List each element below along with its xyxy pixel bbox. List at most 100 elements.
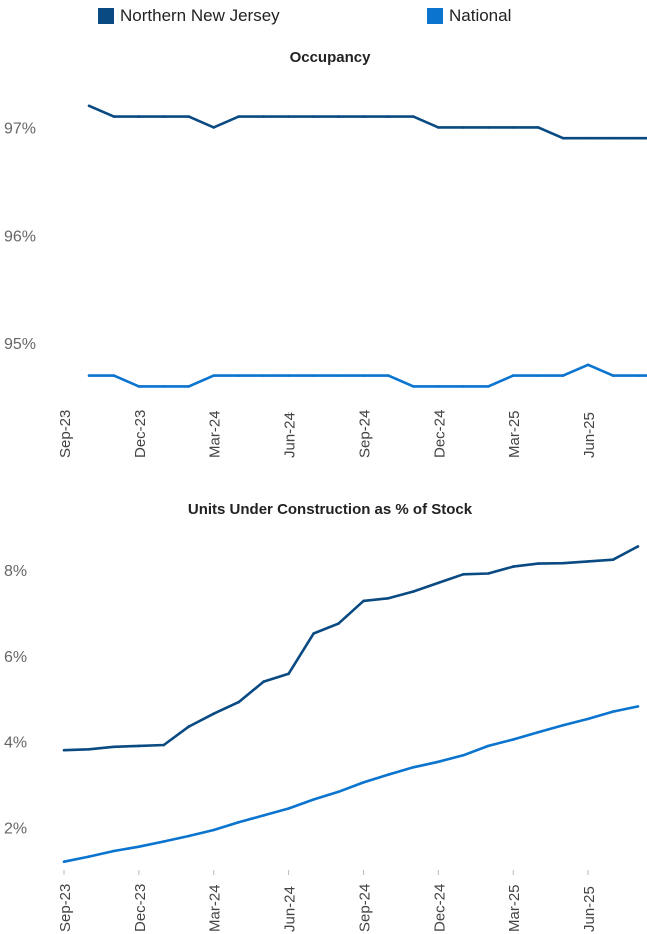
data-point-northern-new-jersey	[212, 126, 215, 129]
x-tick-label: Mar-24	[207, 410, 224, 458]
data-point-northern-new-jersey	[87, 748, 91, 751]
x-tick-label: Dec-23	[132, 410, 149, 458]
data-point-northern-new-jersey	[462, 126, 465, 129]
data-point-northern-new-jersey	[636, 136, 640, 140]
series-line-northern-new-jersey	[63, 545, 639, 752]
x-tick-label: Dec-23	[132, 884, 149, 932]
data-point-northern-new-jersey	[536, 126, 540, 129]
series-line-national	[63, 705, 639, 863]
data-point-northern-new-jersey	[511, 126, 515, 129]
data-point-national	[162, 385, 166, 388]
x-tick-label: Sep-24	[356, 410, 373, 458]
y-tick-label: 95%	[4, 336, 36, 353]
x-tick-label: Dec-24	[431, 410, 448, 458]
data-point-national	[437, 385, 440, 388]
data-point-national	[387, 773, 390, 776]
data-point-national	[262, 814, 266, 817]
data-point-northern-new-jersey	[387, 115, 390, 118]
data-point-northern-new-jersey	[511, 565, 515, 568]
data-point-northern-new-jersey	[112, 745, 116, 749]
y-tick-label: 6%	[4, 649, 27, 666]
data-point-northern-new-jersey	[487, 572, 490, 575]
data-point-national	[561, 374, 565, 377]
data-point-northern-new-jersey	[312, 115, 315, 118]
data-point-northern-new-jersey	[187, 725, 191, 728]
y-tick-label: 97%	[4, 120, 36, 137]
data-point-northern-new-jersey	[611, 558, 615, 561]
chart-legend: Northern New Jersey National	[0, 0, 647, 34]
data-point-national	[487, 744, 490, 748]
data-point-northern-new-jersey	[561, 561, 565, 565]
data-point-northern-new-jersey	[162, 115, 166, 118]
data-point-northern-new-jersey	[462, 573, 465, 576]
x-tick-label: Sep-23	[57, 884, 74, 932]
data-point-national	[412, 766, 415, 769]
data-point-northern-new-jersey	[437, 126, 440, 129]
x-tick-label: Jun-24	[282, 886, 299, 932]
x-tick-label: Mar-25	[506, 884, 523, 932]
data-point-national	[561, 724, 565, 727]
data-point-northern-new-jersey	[362, 115, 365, 118]
data-point-northern-new-jersey	[586, 136, 590, 140]
data-point-northern-new-jersey	[137, 744, 141, 748]
data-point-national	[437, 760, 440, 764]
series-line-national	[89, 363, 647, 388]
data-point-northern-new-jersey	[312, 632, 315, 635]
series-line-northern-new-jersey	[88, 104, 647, 140]
data-point-northern-new-jersey	[636, 545, 640, 548]
data-point-national	[212, 374, 215, 377]
chart-title: Occupancy	[290, 49, 372, 66]
data-point-national	[362, 781, 365, 784]
data-point-national	[237, 820, 240, 824]
x-tick-label: Sep-24	[356, 884, 373, 932]
y-tick-label: 2%	[4, 820, 27, 837]
data-point-national	[611, 710, 615, 713]
data-point-national	[137, 385, 141, 388]
data-point-national	[511, 738, 515, 741]
data-point-national	[262, 374, 266, 377]
data-point-national	[87, 374, 91, 377]
legend-label: Northern New Jersey	[120, 6, 280, 25]
x-tick-label: Jun-24	[282, 412, 299, 458]
data-point-national	[511, 374, 515, 377]
data-point-northern-new-jersey	[287, 672, 290, 676]
data-point-national	[187, 385, 191, 388]
data-point-northern-new-jersey	[62, 748, 66, 752]
legend-label: National	[449, 6, 512, 25]
data-point-northern-new-jersey	[187, 115, 191, 118]
data-point-national	[487, 385, 490, 388]
data-point-northern-new-jersey	[262, 115, 266, 118]
legend-swatch-northern-new-jersey	[98, 8, 114, 24]
data-point-national	[586, 363, 590, 367]
x-tick-label: Mar-25	[506, 410, 523, 458]
data-point-national	[287, 807, 290, 810]
x-tick-label: Mar-24	[207, 884, 224, 932]
data-point-northern-new-jersey	[561, 136, 565, 140]
data-point-national	[312, 374, 315, 377]
data-point-national	[287, 374, 290, 377]
data-point-northern-new-jersey	[387, 597, 390, 600]
data-point-northern-new-jersey	[412, 115, 415, 118]
data-point-national	[212, 828, 215, 832]
x-tick-label: Jun-25	[581, 412, 598, 458]
x-tick-label: Sep-23	[57, 410, 74, 458]
data-point-national	[611, 374, 615, 377]
data-point-national	[462, 385, 465, 388]
data-point-northern-new-jersey	[162, 743, 166, 747]
data-point-northern-new-jersey	[237, 115, 240, 118]
legend-item-national: National	[427, 6, 511, 26]
data-point-northern-new-jersey	[237, 700, 240, 704]
data-point-northern-new-jersey	[262, 680, 266, 683]
data-point-northern-new-jersey	[287, 115, 290, 118]
data-point-national	[312, 798, 315, 801]
legend-swatch-national	[427, 8, 443, 24]
data-point-northern-new-jersey	[362, 599, 365, 603]
data-point-national	[112, 849, 116, 853]
data-point-national	[137, 845, 141, 848]
data-point-national	[62, 860, 66, 863]
data-point-national	[536, 374, 540, 377]
data-point-northern-new-jersey	[137, 115, 141, 118]
data-point-northern-new-jersey	[412, 590, 415, 593]
data-point-national	[87, 855, 91, 858]
